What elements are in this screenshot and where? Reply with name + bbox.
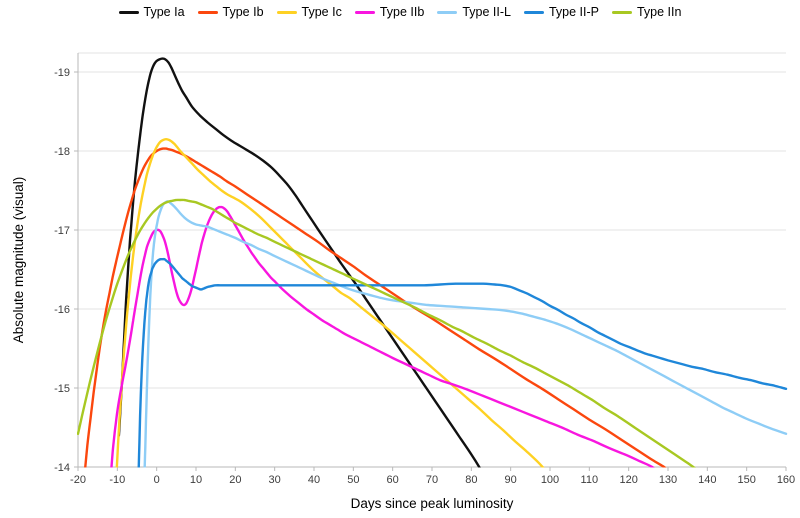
x-tick-label: 110 <box>581 474 599 486</box>
y-tick-label: -15 <box>54 383 70 395</box>
legend-item-type-iin: Type IIn <box>611 5 682 19</box>
tick-labels: -19 -18 -17 -16 -15 -14-20 -10 0 10 20 30 40 50 60 70 8… <box>54 67 795 486</box>
axes <box>74 53 787 471</box>
x-tick-label: 30 <box>269 474 281 486</box>
legend-item-type-ii-p: Type II-P <box>523 5 599 19</box>
legend-line-swatch-icon <box>276 10 297 14</box>
y-tick-label: -19 <box>54 67 70 79</box>
legend-label: Type IIb <box>379 5 425 19</box>
legend-label: Type II-L <box>462 5 511 19</box>
x-tick-label: 10 <box>190 474 202 486</box>
legend-label: Type II-P <box>548 5 599 19</box>
x-tick-label: 50 <box>347 474 359 486</box>
legend-line-swatch-icon <box>354 10 375 14</box>
x-tick-label: 160 <box>777 474 795 486</box>
x-tick-label: 80 <box>465 474 477 486</box>
x-tick-label: 100 <box>541 474 559 486</box>
series-curves <box>77 57 788 468</box>
series-line-type-ii-l <box>143 200 788 468</box>
x-tick-label: 120 <box>619 474 637 486</box>
x-tick-label: 150 <box>737 474 755 486</box>
legend-item-type-ib: Type Ib <box>197 5 264 19</box>
series-line-type-iib <box>110 205 655 468</box>
series-line-type-ib <box>84 147 667 468</box>
x-tick-label: 70 <box>426 474 438 486</box>
x-tick-label: 40 <box>308 474 320 486</box>
x-tick-label: 140 <box>698 474 716 486</box>
x-tick-label: -20 <box>70 474 86 486</box>
y-tick-label: -17 <box>54 225 70 237</box>
x-tick-label: 90 <box>505 474 517 486</box>
legend-line-swatch-icon <box>437 10 458 14</box>
legend-item-type-ii-l: Type II-L <box>437 6 511 19</box>
series-line-type-ii-p <box>137 257 788 468</box>
x-tick-label: 20 <box>229 474 241 486</box>
x-tick-label: 130 <box>659 474 677 486</box>
x-tick-label: -10 <box>109 474 125 486</box>
legend: Type Ia Type Ib Type Ic Type IIb Type II-L Ty… <box>0 6 800 19</box>
y-axis-title: Absolute magnitude (visual) <box>11 177 26 344</box>
legend-item-type-ic: Type Ic <box>276 5 342 19</box>
legend-label: Type Ia <box>143 5 185 19</box>
legend-line-swatch-icon <box>197 10 218 14</box>
x-tick-label: 60 <box>387 474 399 486</box>
legend-line-swatch-icon <box>611 10 632 14</box>
legend-line-swatch-icon <box>118 10 139 14</box>
y-tick-label: -16 <box>54 304 70 316</box>
y-tick-label: -14 <box>54 462 70 474</box>
series-line-type-ic <box>115 138 545 468</box>
gridlines <box>78 52 786 468</box>
x-tick-label: 0 <box>154 474 160 486</box>
x-axis-title: Days since peak luminosity <box>351 496 514 511</box>
legend-label: Type Ib <box>222 5 264 19</box>
y-tick-label: -18 <box>54 146 70 158</box>
series-line-type-iin <box>77 198 697 468</box>
series-line-type-ia <box>117 57 481 468</box>
legend-label: Type IIn <box>636 5 682 19</box>
legend-item-type-iib: Type IIb <box>354 5 425 19</box>
legend-item-type-ia: Type Ia <box>118 5 185 19</box>
legend-label: Type Ic <box>301 5 342 19</box>
legend-line-swatch-icon <box>523 10 544 14</box>
